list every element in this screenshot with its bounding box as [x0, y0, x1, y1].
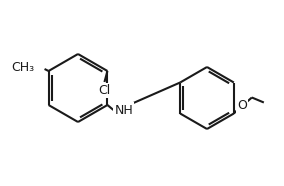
Text: O: O [237, 99, 247, 112]
Text: NH: NH [114, 103, 133, 116]
Text: CH₃: CH₃ [11, 60, 35, 73]
Text: Cl: Cl [98, 84, 110, 97]
